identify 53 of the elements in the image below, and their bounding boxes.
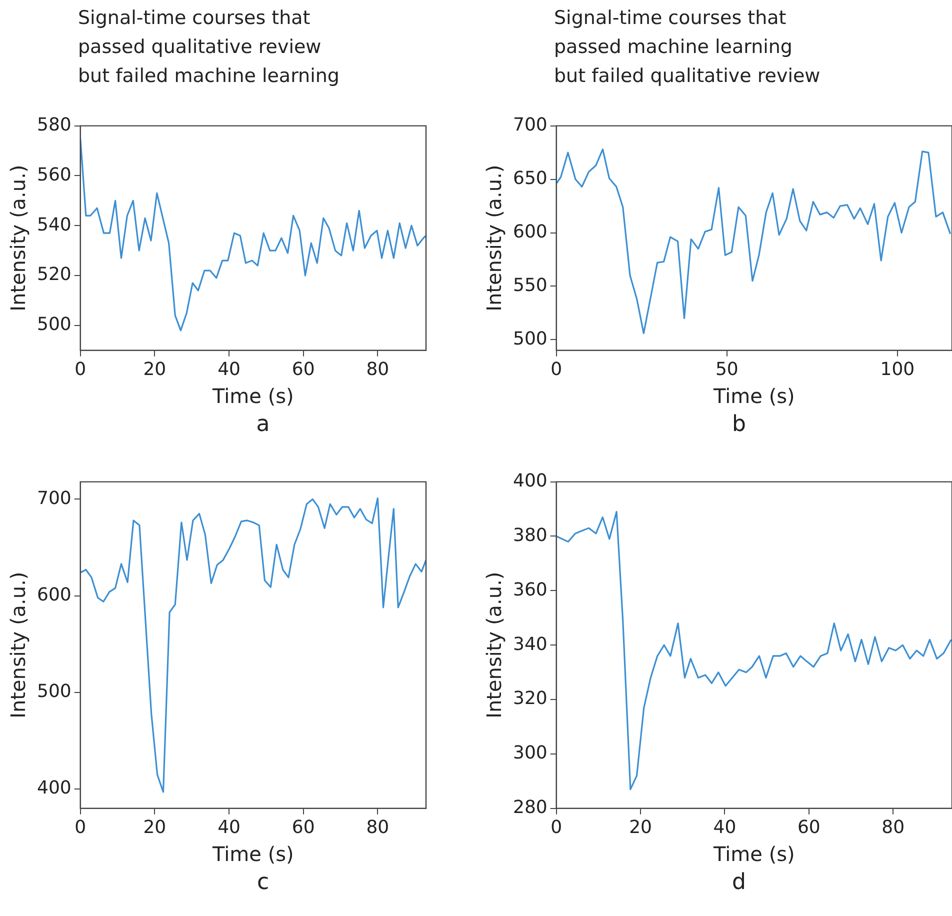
text: d xyxy=(731,870,747,895)
chart-title: Signal-time courses that passed qualitative review but failed machine learning xyxy=(77,6,340,89)
x-tick-label: 40 xyxy=(713,816,736,838)
y-axis-title: Intensity (a.u.) xyxy=(6,164,30,312)
x-tick-label: 20 xyxy=(143,816,166,838)
y-tick-label: 650 xyxy=(512,168,548,189)
y-tick-label: 400 xyxy=(36,778,72,799)
y-tick-label: 500 xyxy=(36,314,72,336)
y-tick-label: 560 xyxy=(36,164,72,186)
y-tick-label: 340 xyxy=(512,634,548,655)
y-tick-label: 550 xyxy=(512,274,548,296)
text: c xyxy=(256,870,270,895)
x-tick-label: 20 xyxy=(629,816,652,838)
x-tick-label: 0 xyxy=(550,816,562,838)
x-tick-label: 40 xyxy=(218,358,240,380)
y-axis-title: Intensity (a.u.) xyxy=(482,572,506,718)
x-tick-label: 0 xyxy=(74,358,86,380)
y-tick-label: 280 xyxy=(512,797,548,818)
x-tick-label: 80 xyxy=(882,816,905,838)
y-tick-label: 520 xyxy=(36,264,72,286)
y-tick-label: 700 xyxy=(512,114,548,136)
x-tick-label: 0 xyxy=(74,816,86,838)
y-tick-label: 380 xyxy=(512,524,548,546)
x-tick-label: 40 xyxy=(218,816,240,838)
x-tick-label: 50 xyxy=(715,358,738,380)
x-tick-label: 80 xyxy=(366,358,390,380)
x-tick-label: 0 xyxy=(550,358,562,380)
y-tick-label: 540 xyxy=(36,214,72,236)
x-tick-label: 20 xyxy=(143,358,166,380)
y-axis-title: Intensity (a.u.) xyxy=(6,572,30,718)
y-tick-label: 360 xyxy=(512,579,548,600)
chart-title: Signal-time courses that passed machine learning but failed qualitative review xyxy=(553,6,822,89)
x-tick-label: 60 xyxy=(292,816,315,838)
x-axis-title: Time (s) xyxy=(712,384,795,408)
x-tick-label: 60 xyxy=(797,816,820,838)
y-tick-label: 400 xyxy=(512,470,548,492)
y-tick-label: 500 xyxy=(36,681,72,702)
y-tick-label: 500 xyxy=(512,328,548,350)
y-tick-label: 700 xyxy=(36,488,72,509)
x-tick-label: 80 xyxy=(366,816,390,838)
y-tick-label: 600 xyxy=(36,584,72,606)
x-axis-title: Time (s) xyxy=(212,842,294,866)
x-axis-title: Time (s) xyxy=(712,842,795,866)
x-tick-label: 60 xyxy=(292,358,315,380)
x-axis-title: Time (s) xyxy=(212,384,294,408)
y-tick-label: 580 xyxy=(36,114,72,136)
y-axis-title: Intensity (a.u.) xyxy=(482,164,506,312)
y-tick-label: 600 xyxy=(512,221,548,242)
x-tick-label: 100 xyxy=(880,358,915,380)
text: a xyxy=(255,412,271,437)
text: b xyxy=(731,412,747,437)
y-tick-label: 320 xyxy=(512,688,548,710)
y-tick-label: 300 xyxy=(512,742,548,764)
